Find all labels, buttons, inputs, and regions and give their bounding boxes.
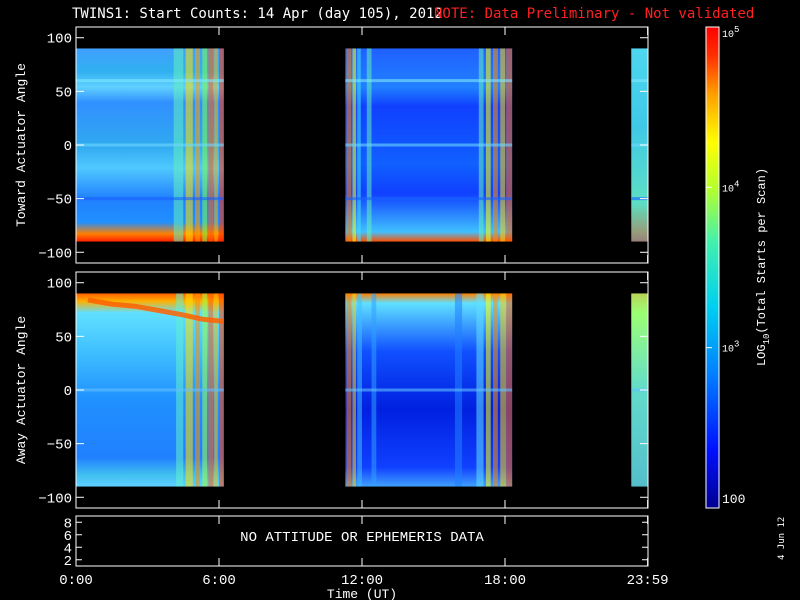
colorbar-tick-label: 100 xyxy=(722,492,745,507)
y-tick-label: 4 xyxy=(64,541,72,557)
y-tick-label: 100 xyxy=(47,277,72,293)
data-band xyxy=(631,79,648,83)
data-band xyxy=(345,79,513,83)
colorbar-tick-label: 105 xyxy=(722,25,739,41)
data-band xyxy=(76,197,224,201)
y-tick-label: −100 xyxy=(38,491,72,507)
data-feature xyxy=(87,297,225,324)
axes-group: 100 50 0 −50 −100 Toward Actuator Angle 100 50 0… xyxy=(14,27,669,600)
preliminary-note: NOTE: Data Preliminary - Not validated xyxy=(434,6,755,22)
y-tick-label: 50 xyxy=(55,330,72,346)
y-axis-label: Away Actuator Angle xyxy=(14,316,29,464)
y-tick-label: 2 xyxy=(64,554,72,570)
y-tick-label: 0 xyxy=(64,139,72,155)
data-band xyxy=(345,143,513,147)
y-tick-label: −50 xyxy=(47,193,72,209)
no-data-message: NO ATTITUDE OR EPHEMERIS DATA xyxy=(240,530,484,546)
data-band xyxy=(76,143,224,147)
x-tick-label: 6:00 xyxy=(202,573,236,589)
colorbar-tick-label: 103 xyxy=(722,340,739,356)
x-tick-label: 0:00 xyxy=(59,573,93,589)
colorbar xyxy=(705,26,720,509)
x-axis-label: Time (UT) xyxy=(327,587,397,600)
colorbar-tick-label: 104 xyxy=(722,179,739,195)
y-tick-label: 50 xyxy=(55,85,72,101)
chart-title: TWINS1: Start Counts: 14 Apr (day 105), … xyxy=(72,6,443,22)
data-band xyxy=(631,388,648,392)
y-axis-label: Toward Actuator Angle xyxy=(14,63,29,227)
data-band xyxy=(76,388,224,392)
y-tick-label: 100 xyxy=(47,32,72,48)
y-tick-label: 8 xyxy=(64,516,72,532)
x-tick-label: 12:00 xyxy=(341,573,383,589)
data-band xyxy=(345,388,513,392)
y-tick-label: 0 xyxy=(64,384,72,400)
x-tick-label: 18:00 xyxy=(484,573,526,589)
heatmap-toward xyxy=(76,48,648,242)
y-tick-label: 6 xyxy=(64,529,72,545)
data-band xyxy=(631,143,648,147)
y-tick-label: −50 xyxy=(47,438,72,454)
heatmap-away xyxy=(76,293,648,487)
data-band xyxy=(76,79,224,83)
x-tick-label: 23:59 xyxy=(627,573,669,589)
colorbar-label: LOG10(Total Starts per Scan) xyxy=(755,168,772,366)
data-band xyxy=(345,197,513,201)
data-band xyxy=(631,197,648,201)
y-tick-label: −100 xyxy=(38,246,72,262)
